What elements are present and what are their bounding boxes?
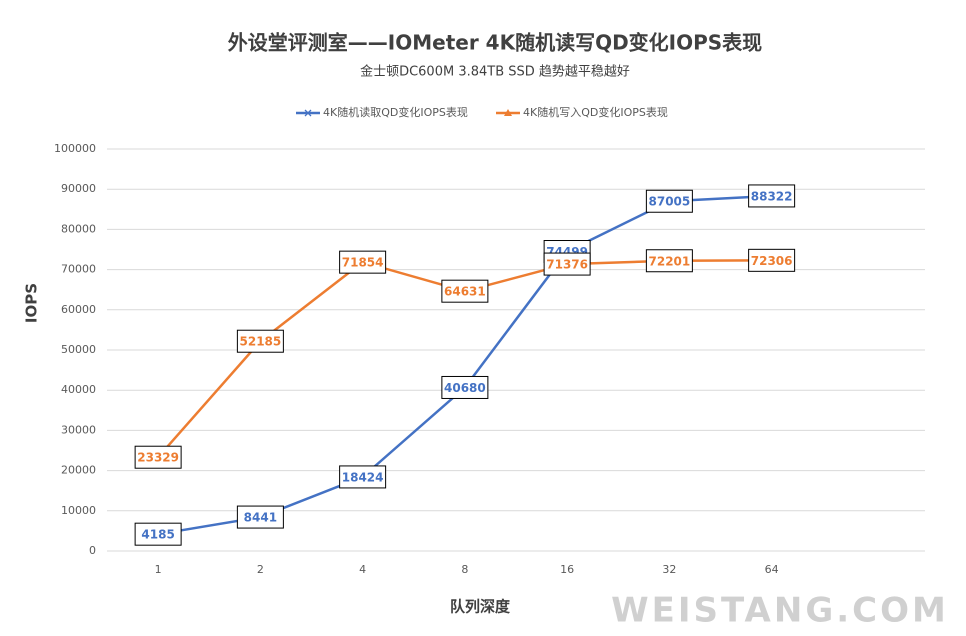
data-label-box bbox=[134, 522, 182, 546]
data-label-box bbox=[543, 252, 591, 276]
y-tick-label: 80000 bbox=[61, 222, 96, 235]
y-tick-label: 0 bbox=[89, 544, 96, 557]
data-label-box bbox=[339, 465, 387, 489]
y-tick-label: 40000 bbox=[61, 383, 96, 396]
data-label-box bbox=[748, 184, 796, 208]
x-tick-label: 4 bbox=[359, 563, 366, 576]
data-label-box bbox=[236, 505, 284, 529]
x-tick-label: 1 bbox=[155, 563, 162, 576]
data-label: 87005 bbox=[649, 195, 691, 209]
y-tick-label: 70000 bbox=[61, 263, 96, 276]
data-label-box bbox=[645, 189, 693, 213]
data-label: 4185 bbox=[141, 528, 174, 542]
data-label-box bbox=[339, 250, 387, 274]
legend-marker bbox=[504, 109, 512, 116]
data-label: 71854 bbox=[342, 256, 384, 270]
y-tick-label: 90000 bbox=[61, 182, 96, 195]
data-label: 64631 bbox=[444, 285, 486, 299]
x-tick-label: 32 bbox=[662, 563, 676, 576]
data-label-box bbox=[134, 445, 182, 469]
y-tick-label: 20000 bbox=[61, 464, 96, 477]
data-label-box bbox=[236, 329, 284, 353]
y-tick-label: 100000 bbox=[54, 142, 96, 155]
x-tick-label: 2 bbox=[257, 563, 264, 576]
legend-marker bbox=[304, 109, 312, 117]
data-label: 40680 bbox=[444, 381, 486, 395]
y-tick-label: 50000 bbox=[61, 343, 96, 356]
y-tick-label: 10000 bbox=[61, 504, 96, 517]
y-tick-label: 60000 bbox=[61, 303, 96, 316]
data-label-box bbox=[441, 375, 489, 399]
x-tick-label: 64 bbox=[765, 563, 779, 576]
y-axis-title: IOPS bbox=[23, 283, 41, 323]
data-label: 72201 bbox=[649, 254, 691, 268]
x-axis-title: 队列深度 bbox=[450, 598, 511, 616]
data-label: 18424 bbox=[342, 470, 384, 484]
data-label-box bbox=[748, 248, 796, 272]
chart-subtitle: 金士顿DC600M 3.84TB SSD 趋势越平稳越好 bbox=[360, 64, 630, 80]
data-label: 8441 bbox=[244, 511, 277, 525]
legend-label: 4K随机读取QD变化IOPS表现 bbox=[323, 105, 468, 119]
data-label: 88322 bbox=[751, 189, 793, 203]
data-label: 23329 bbox=[137, 451, 179, 465]
data-label-box bbox=[441, 279, 489, 303]
data-label-box bbox=[645, 249, 693, 273]
chart-title: 外设堂评测室——IOMeter 4K随机读写QD变化IOPS表现 bbox=[228, 31, 762, 55]
data-label: 72306 bbox=[751, 254, 793, 268]
y-tick-label: 30000 bbox=[61, 423, 96, 436]
x-tick-label: 16 bbox=[560, 563, 574, 576]
x-tick-label: 8 bbox=[461, 563, 468, 576]
data-label: 71376 bbox=[546, 258, 588, 272]
data-label: 52185 bbox=[240, 335, 282, 349]
watermark: WEISTANG.COM bbox=[611, 591, 949, 631]
legend-label: 4K随机写入QD变化IOPS表现 bbox=[523, 105, 668, 119]
